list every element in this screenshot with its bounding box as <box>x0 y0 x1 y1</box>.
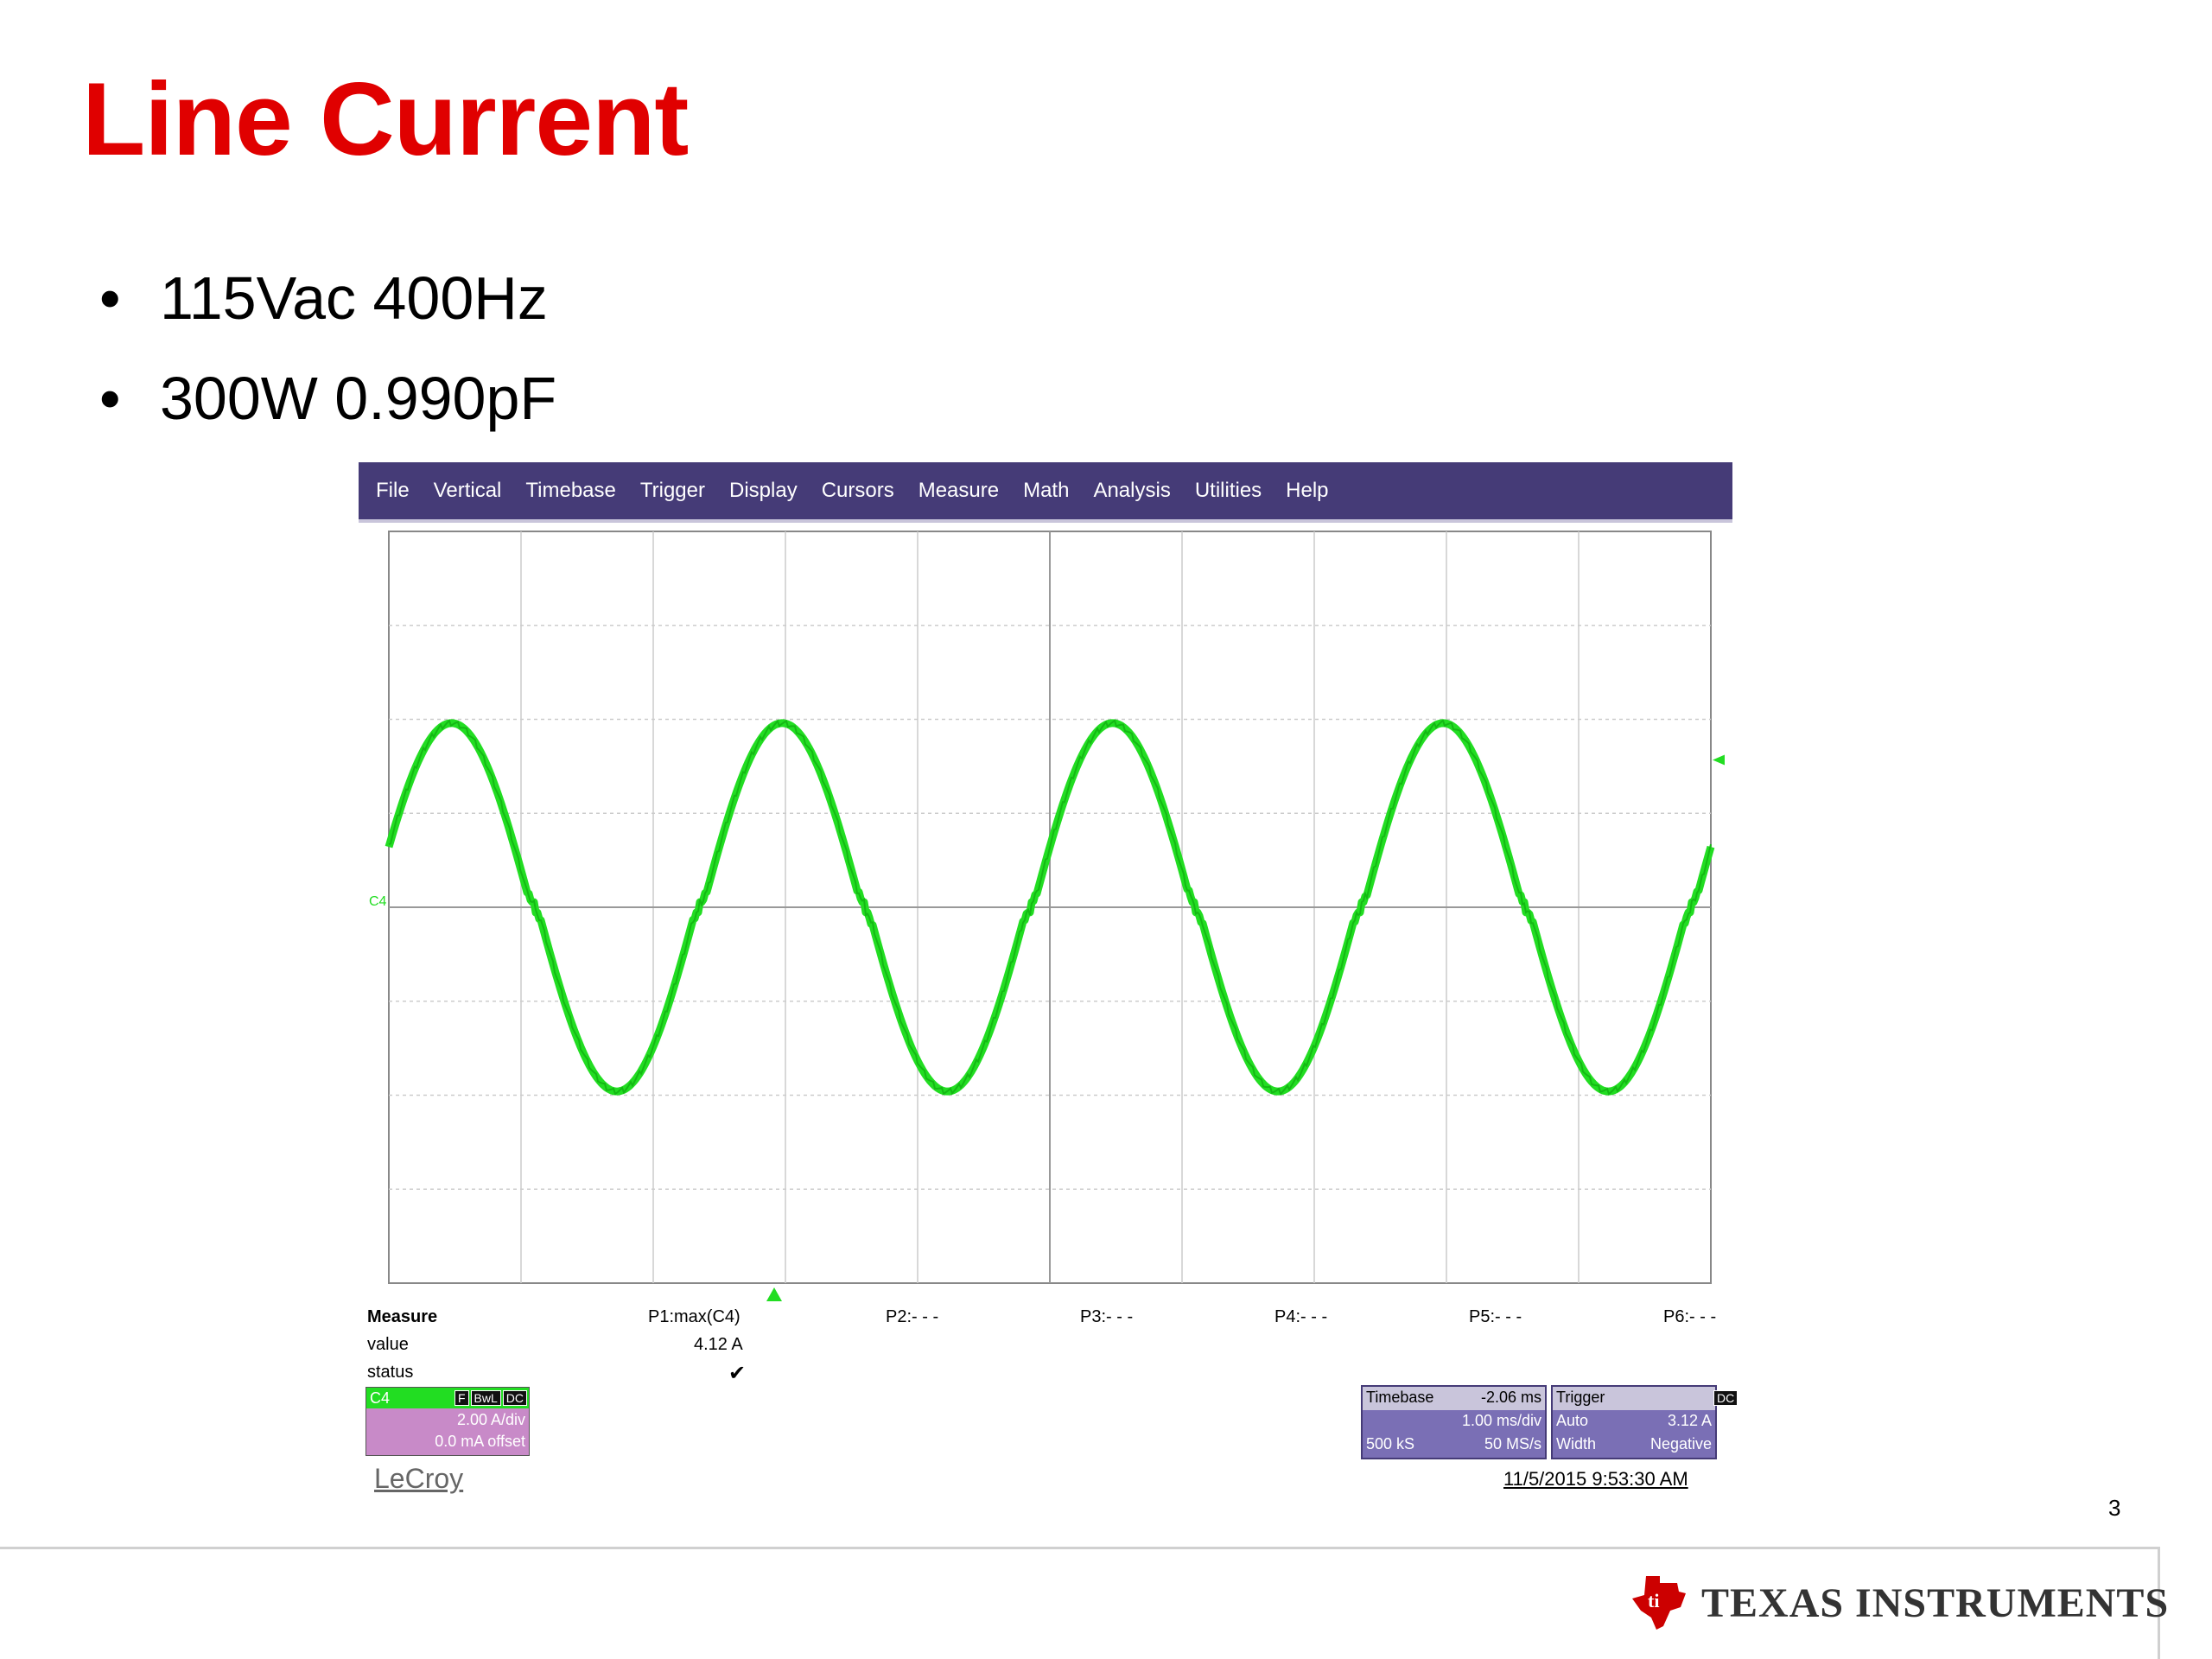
p1-value: 4.12 A <box>694 1335 743 1354</box>
timebase-row: 500 kS 50 MS/s <box>1363 1433 1545 1457</box>
timebase-descriptor[interactable]: Timebase -2.06 ms 1.00 ms/div 500 kS 50 … <box>1361 1385 1547 1459</box>
menu-measure[interactable]: Measure <box>918 479 1000 502</box>
trigger-mode: Auto <box>1556 1412 1589 1429</box>
scope-datetime: 11/5/2015 9:53:30 AM <box>1503 1468 1688 1490</box>
channel-tag: BwL <box>470 1390 501 1406</box>
measure-param-p3[interactable]: P3:- - - <box>1080 1307 1134 1326</box>
channel-descriptor-c4[interactable]: C4 F BwL DC 2.00 A/div 0.0 mA offset <box>365 1387 530 1456</box>
trigger-row: Width Negative <box>1553 1433 1715 1457</box>
timebase-delay: -2.06 ms <box>1480 1389 1541 1406</box>
menu-display[interactable]: Display <box>729 479 798 502</box>
channel-tag: F <box>454 1390 469 1406</box>
trigger-type: Width <box>1556 1435 1597 1452</box>
menu-file[interactable]: File <box>376 479 410 502</box>
trigger-descriptor[interactable]: Trigger C4 DC Auto 3.12 A Width Negative <box>1551 1385 1738 1459</box>
menu-analysis[interactable]: Analysis <box>1093 479 1171 502</box>
trigger-level-marker <box>1713 754 1725 766</box>
trigger-tag: DC <box>1713 1390 1738 1406</box>
scope-menubar: File Vertical Timebase Trigger Display C… <box>359 462 1732 523</box>
measure-param-p5[interactable]: P5:- - - <box>1469 1307 1522 1326</box>
ti-state-icon: ti <box>1632 1576 1686 1630</box>
measure-row-status-label: status <box>367 1363 414 1382</box>
channel-marker-label: C4 <box>369 894 387 909</box>
channel-descriptor-header: C4 F BwL DC <box>366 1388 529 1408</box>
slide-footer <box>0 1547 2160 1659</box>
graticule <box>388 531 1712 1284</box>
menu-trigger[interactable]: Trigger <box>639 479 705 502</box>
measure-param-p4[interactable]: P4:- - - <box>1274 1307 1328 1326</box>
measure-header: Measure <box>367 1307 438 1326</box>
menu-cursors[interactable]: Cursors <box>821 479 894 502</box>
timebase-label: Timebase <box>1366 1389 1434 1406</box>
waveform-trace-noise <box>388 719 1712 1096</box>
waveform-display: C4 <box>369 531 1725 1284</box>
bullet-item: 300W 0.990pF <box>99 368 556 429</box>
measure-param-p1[interactable]: P1:max(C4) <box>648 1307 741 1326</box>
trigger-header-row: Trigger C4 DC <box>1553 1387 1738 1410</box>
channel-scale: 2.00 A/div <box>456 1411 525 1428</box>
menu-help[interactable]: Help <box>1286 479 1329 502</box>
page-number: 3 <box>2108 1495 2121 1521</box>
measure-param-p2[interactable]: P2:- - - <box>886 1307 939 1326</box>
channel-tags: F BwL DC <box>453 1390 527 1406</box>
lecroy-logo: LeCroy <box>374 1463 464 1494</box>
trigger-slope: Negative <box>1649 1435 1712 1452</box>
menu-timebase[interactable]: Timebase <box>525 479 616 502</box>
trigger-level: 3.12 A <box>1667 1412 1712 1429</box>
ti-logo: ti TEXAS INSTRUMENTS <box>1629 1573 2169 1633</box>
menu-vertical[interactable]: Vertical <box>433 479 502 502</box>
trigger-row: Auto 3.12 A <box>1553 1410 1715 1433</box>
timebase-header-row: Timebase -2.06 ms <box>1363 1387 1545 1410</box>
p1-status-check-icon: ✔ <box>728 1362 747 1385</box>
ti-wordmark: TEXAS INSTRUMENTS <box>1701 1580 2170 1626</box>
channel-name: C4 <box>370 1389 391 1407</box>
trigger-position-marker <box>766 1287 782 1301</box>
measure-row-value-label: value <box>367 1335 409 1354</box>
measure-param-p6[interactable]: P6:- - - <box>1663 1307 1717 1326</box>
timebase-samples: 500 kS <box>1366 1435 1415 1452</box>
trigger-label: Trigger <box>1556 1389 1605 1406</box>
timebase-row: 1.00 ms/div <box>1363 1410 1545 1433</box>
oscilloscope-screenshot: File Vertical Timebase Trigger Display C… <box>359 462 1738 1494</box>
bullet-item: 115Vac 400Hz <box>99 268 556 328</box>
svg-text:ti: ti <box>1648 1590 1659 1611</box>
channel-tag: DC <box>502 1390 527 1406</box>
menu-utilities[interactable]: Utilities <box>1194 479 1262 502</box>
slide-title: Line Current <box>82 61 689 177</box>
channel-offset: 0.0 mA offset <box>435 1433 525 1450</box>
bullet-list: 115Vac 400Hz 300W 0.990pF <box>99 268 556 468</box>
menu-math[interactable]: Math <box>1023 479 1070 502</box>
timebase-rate: 50 MS/s <box>1484 1435 1541 1452</box>
timebase-per-div: 1.00 ms/div <box>1461 1412 1541 1429</box>
